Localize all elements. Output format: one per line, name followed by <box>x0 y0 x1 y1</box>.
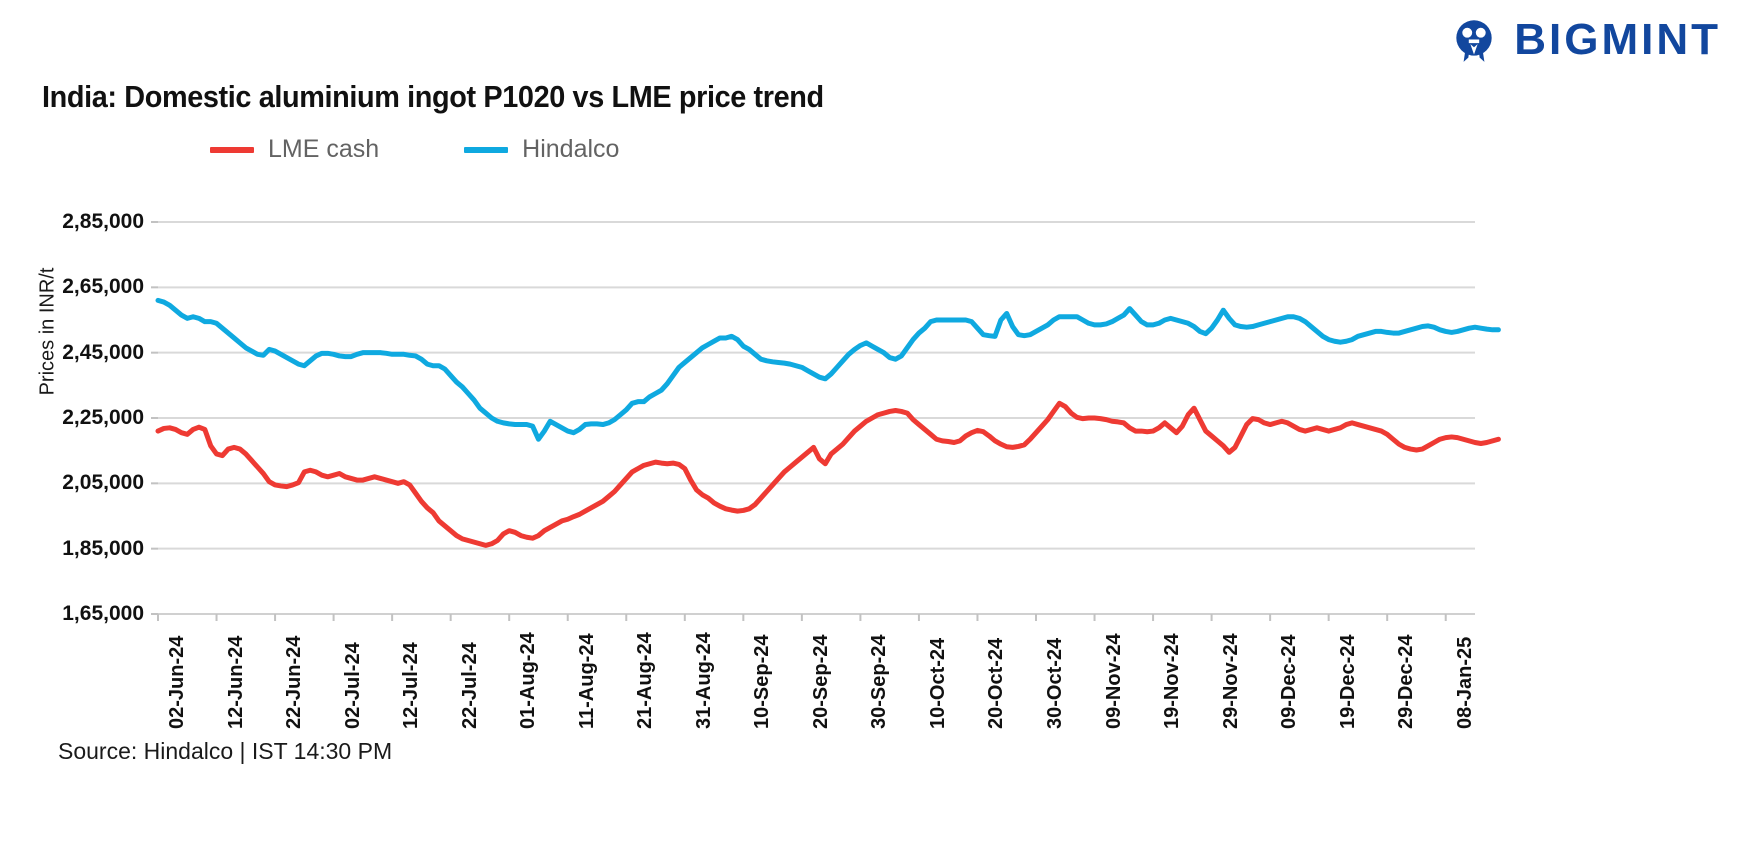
legend-item-hindalco[interactable]: Hindalco <box>464 137 619 162</box>
legend-label-hindalco: Hindalco <box>522 135 620 163</box>
x-axis-tick-label: 29-Nov-24 <box>1219 633 1242 729</box>
bigmint-emblem-icon <box>1456 20 1492 62</box>
y-axis-tick-label: 1,65,000 <box>62 602 144 625</box>
x-axis-tick-label: 19-Nov-24 <box>1161 633 1184 729</box>
x-axis-tick-label: 02-Jun-24 <box>166 635 188 729</box>
x-axis-tick-label: 19-Dec-24 <box>1336 634 1359 729</box>
y-axis-tick-label: 2,65,000 <box>62 275 144 299</box>
x-axis-tick-label: 01-Aug-24 <box>517 632 540 729</box>
x-axis-tick-label: 20-Sep-24 <box>809 634 832 730</box>
x-axis-tick-label: 12-Jul-24 <box>400 642 423 729</box>
x-axis-tick-label: 09-Dec-24 <box>1278 634 1301 729</box>
x-axis-tick-label: 10-Sep-24 <box>751 634 774 730</box>
x-axis-tick-label: 31-Aug-24 <box>692 632 715 729</box>
legend-item-lme-cash[interactable]: LME cash <box>210 137 379 162</box>
x-axis-tick-label: 08-Jan-25 <box>1453 636 1476 729</box>
x-axis-tick-label: 30-Oct-24 <box>1044 637 1066 729</box>
x-axis-tick-label: 10-Oct-24 <box>926 637 949 729</box>
y-axis-tick-label: 1,85,000 <box>62 536 144 560</box>
y-axis-tick-label: 2,25,000 <box>62 406 144 429</box>
x-axis-tick-label: 22-Jun-24 <box>283 635 306 729</box>
y-axis-tick-labels: 2,85,000 2,65,000 2,45,000 2,25,000 2,05,000… <box>20 0 144 862</box>
x-axis-tick-label: 12-Jun-24 <box>224 635 247 729</box>
x-axis-tick-label: 20-Oct-24 <box>985 637 1008 729</box>
legend-swatch-lme-cash <box>210 146 254 153</box>
source-note: Source: Hindalco | IST 14:30 PM <box>58 738 393 764</box>
x-axis-tick-label: 09-Nov-24 <box>1102 633 1125 729</box>
brand-logo: BIGMINT <box>1448 14 1721 66</box>
series-line-lme-cash <box>155 400 1501 548</box>
x-axis-tick-label: 22-Jul-24 <box>458 642 481 729</box>
series-line-hindalco <box>155 297 1501 442</box>
x-axis-tick-label: 11-Aug-24 <box>575 633 598 729</box>
x-axis-tick-label: 30-Sep-24 <box>868 634 891 730</box>
page-title: India: Domestic aluminium ingot P1020 vs… <box>42 79 824 114</box>
brand-wordmark: BIGMINT <box>1514 15 1721 64</box>
chart-legend: LME cash Hindalco <box>210 137 619 162</box>
legend-swatch-hindalco <box>464 146 509 153</box>
legend-label-lme-cash: LME cash <box>268 135 380 163</box>
y-axis-tick-label: 2,85,000 <box>62 210 144 233</box>
x-axis-tick-label: 02-Jul-24 <box>341 642 364 729</box>
x-axis-tick-label: 29-Dec-24 <box>1395 634 1418 729</box>
x-axis-tick-label: 21-Aug-24 <box>634 632 657 729</box>
y-axis-tick-label: 2,05,000 <box>62 471 144 495</box>
y-axis-tick-label: 2,45,000 <box>62 340 144 364</box>
